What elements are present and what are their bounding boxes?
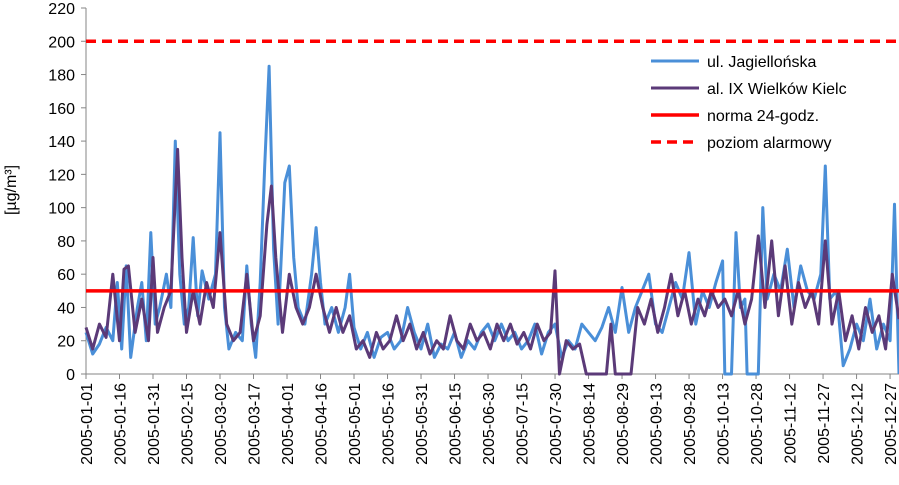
legend-background [640, 46, 878, 158]
plot-area [84, 39, 899, 376]
x-tick-label: 2005-06-15 [448, 383, 465, 465]
legend-label-2: norma 24-godz. [707, 108, 819, 125]
series-line-1 [84, 147, 899, 376]
x-tick-label: 2005-01-31 [146, 383, 163, 465]
x-tick-label: 2005-03-02 [213, 383, 230, 465]
y-tick-label: 140 [48, 134, 75, 151]
x-tick-label: 2005-10-28 [749, 383, 766, 465]
y-tick-label: 20 [57, 334, 75, 351]
legend-label-3: poziom alarmowy [707, 135, 831, 152]
x-tick-label: 2005-11-12 [783, 383, 800, 464]
x-tick-label: 2005-08-29 [615, 383, 632, 465]
x-tick-label: 2005-09-28 [682, 383, 699, 465]
legend-label-0: ul. Jagiellońska [707, 54, 817, 71]
x-tick-label: 2005-05-31 [414, 383, 431, 465]
y-tick-label: 200 [48, 34, 75, 51]
x-tick-label: 2005-04-16 [314, 383, 331, 465]
x-tick-label: 2005-11-27 [816, 383, 833, 464]
x-tick-label: 2005-05-16 [381, 383, 398, 465]
y-tick-label: 120 [48, 167, 75, 184]
x-axis: 2005-01-01 2005-01-16 2005-01-31 2005-02-15… [79, 373, 899, 465]
x-tick-label: 2005-12-27 [883, 383, 899, 465]
y-tick-label: 180 [48, 68, 75, 85]
x-tick-label: 2005-06-30 [481, 383, 498, 465]
y-axis: 0 20 40 60 80 100 120 140 160 180 200 220 [48, 1, 87, 384]
x-tick-label: 2005-10-13 [716, 383, 733, 465]
x-tick-label: 2005-05-01 [347, 383, 364, 465]
y-tick-label: 60 [57, 267, 75, 284]
x-tick-label: 2005-12-12 [850, 383, 867, 465]
legend: ul. Jagiellońska al. IX Wielków Kielc norm… [640, 46, 878, 158]
x-tick-label: 2005-07-15 [515, 383, 532, 465]
y-tick-label: 160 [48, 101, 75, 118]
x-tick-label: 2005-04-01 [280, 383, 297, 465]
x-tick-label: 2005-09-13 [649, 383, 666, 465]
y-tick-label: 80 [57, 234, 75, 251]
y-tick-label: 220 [48, 1, 75, 18]
x-tick-label: 2005-01-01 [79, 383, 96, 465]
y-tick-label: 40 [57, 300, 75, 317]
x-tick-label: 2005-08-14 [582, 383, 599, 465]
x-tick-label: 2005-01-16 [113, 383, 130, 465]
x-tick-label: 2005-07-30 [548, 383, 565, 465]
x-tick-label: 2005-02-15 [180, 383, 197, 465]
y-axis-label: [µg/m³] [3, 165, 20, 215]
x-tick-label: 2005-03-17 [247, 383, 264, 465]
y-tick-label: 100 [48, 201, 75, 218]
y-tick-label: 0 [66, 367, 75, 384]
legend-label-1: al. IX Wielków Kielc [707, 81, 847, 98]
